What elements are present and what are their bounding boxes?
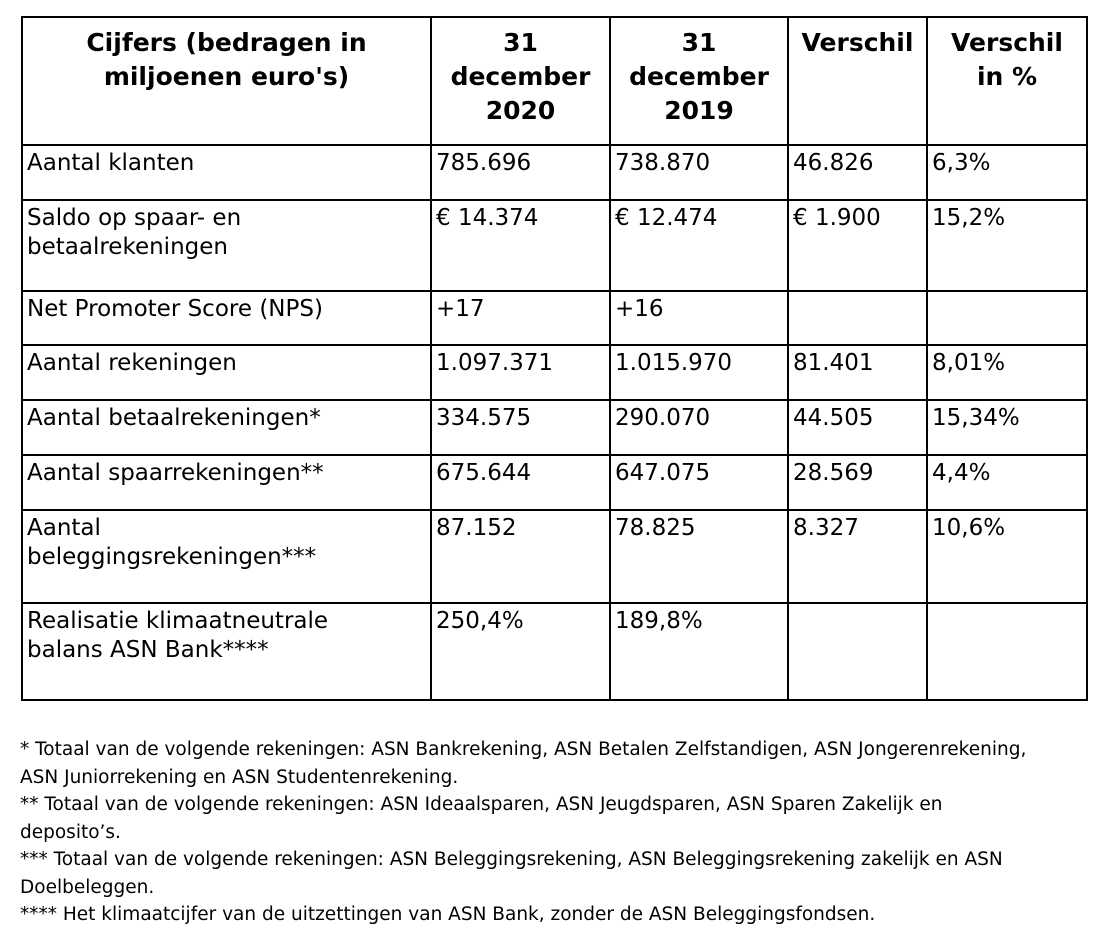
row-label: Realisatie klimaatneutrale balans ASN Ba… bbox=[21, 602, 432, 701]
footnotes: * Totaal van de volgende rekeningen: ASN… bbox=[20, 736, 1098, 929]
table-row: Aantal spaarrekeningen** 675.644 647.075… bbox=[21, 454, 1088, 511]
table-row: Aantal rekeningen 1.097.371 1.015.970 81… bbox=[21, 344, 1088, 401]
value-verschil: 81.401 bbox=[787, 344, 928, 401]
table-row: Aantal betaalrekeningen* 334.575 290.070… bbox=[21, 399, 1088, 456]
value-verschil-pct: 4,4% bbox=[926, 454, 1088, 511]
value-dec2019: 290.070 bbox=[609, 399, 789, 456]
value-verschil: 8.327 bbox=[787, 509, 928, 604]
value-verschil bbox=[787, 602, 928, 701]
value-verschil: 28.569 bbox=[787, 454, 928, 511]
row-label: Aantal rekeningen bbox=[21, 344, 432, 401]
header-cell-label: Cijfers (bedragen in miljoenen euro's) bbox=[21, 16, 432, 146]
value-dec2019: € 12.474 bbox=[609, 199, 789, 292]
row-label: Saldo op spaar- en betaalrekeningen bbox=[21, 199, 432, 292]
value-dec2019: 1.015.970 bbox=[609, 344, 789, 401]
row-label: Aantal spaarrekeningen** bbox=[21, 454, 432, 511]
value-verschil bbox=[787, 290, 928, 346]
footnote-3: *** Totaal van de volgende rekeningen: A… bbox=[20, 849, 1003, 898]
header-cell-dec2019: 31 december 2019 bbox=[609, 16, 789, 146]
value-verschil-pct: 15,34% bbox=[926, 399, 1088, 456]
value-dec2020: 675.644 bbox=[430, 454, 611, 511]
table-row: Net Promoter Score (NPS) +17 +16 bbox=[21, 290, 1088, 346]
value-verschil-pct: 10,6% bbox=[926, 509, 1088, 604]
value-dec2020: 785.696 bbox=[430, 144, 611, 201]
value-dec2019: 189,8% bbox=[609, 602, 789, 701]
value-dec2019: 78.825 bbox=[609, 509, 789, 604]
row-label: Aantal betaalrekeningen* bbox=[21, 399, 432, 456]
header-cell-verschil: Verschil bbox=[787, 16, 928, 146]
value-verschil-pct: 6,3% bbox=[926, 144, 1088, 201]
value-dec2020: 250,4% bbox=[430, 602, 611, 701]
value-verschil-pct bbox=[926, 602, 1088, 701]
figures-table: Cijfers (bedragen in miljoenen euro's) 3… bbox=[21, 16, 1088, 701]
table-row: Saldo op spaar- en betaalrekeningen € 14… bbox=[21, 199, 1088, 292]
header-row: Cijfers (bedragen in miljoenen euro's) 3… bbox=[21, 16, 1088, 146]
value-dec2020: 87.152 bbox=[430, 509, 611, 604]
value-verschil: 46.826 bbox=[787, 144, 928, 201]
footnote-1: * Totaal van de volgende rekeningen: ASN… bbox=[20, 739, 1027, 788]
value-dec2020: € 14.374 bbox=[430, 199, 611, 292]
row-label: Aantal beleggingsrekeningen*** bbox=[21, 509, 432, 604]
header-cell-verschil-pct: Verschil in % bbox=[926, 16, 1088, 146]
value-dec2019: +16 bbox=[609, 290, 789, 346]
value-verschil: 44.505 bbox=[787, 399, 928, 456]
header-cell-dec2020: 31 december 2020 bbox=[430, 16, 611, 146]
row-label: Net Promoter Score (NPS) bbox=[21, 290, 432, 346]
table-row: Realisatie klimaatneutrale balans ASN Ba… bbox=[21, 602, 1088, 701]
value-dec2019: 647.075 bbox=[609, 454, 789, 511]
value-verschil-pct: 8,01% bbox=[926, 344, 1088, 401]
value-verschil-pct: 15,2% bbox=[926, 199, 1088, 292]
value-verschil: € 1.900 bbox=[787, 199, 928, 292]
value-dec2020: +17 bbox=[430, 290, 611, 346]
value-dec2020: 334.575 bbox=[430, 399, 611, 456]
footnote-4: **** Het klimaatcijfer van de uitzetting… bbox=[20, 904, 876, 925]
table-row: Aantal beleggingsrekeningen*** 87.152 78… bbox=[21, 509, 1088, 604]
footnote-2: ** Totaal van de volgende rekeningen: AS… bbox=[20, 794, 943, 843]
value-verschil-pct bbox=[926, 290, 1088, 346]
table-row: Aantal klanten 785.696 738.870 46.826 6,… bbox=[21, 144, 1088, 201]
value-dec2020: 1.097.371 bbox=[430, 344, 611, 401]
value-dec2019: 738.870 bbox=[609, 144, 789, 201]
row-label: Aantal klanten bbox=[21, 144, 432, 201]
